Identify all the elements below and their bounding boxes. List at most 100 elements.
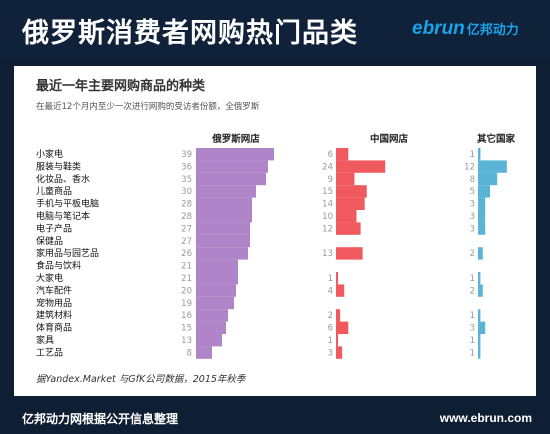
data-label-2: 1 <box>470 311 475 321</box>
category-label: 儿童商品 <box>36 185 72 197</box>
chart: 最近一年主要网购商品的种类 在最近12个月内至少一次进行网购的受访者份额，全俄罗… <box>36 78 516 385</box>
data-label-2: 3 <box>470 200 475 210</box>
bar-1 <box>336 185 367 198</box>
bar-0 <box>196 222 250 235</box>
data-label-0: 28 <box>181 200 192 210</box>
data-label-1: 6 <box>328 150 333 160</box>
logo-text-en: ebrun <box>412 18 465 39</box>
data-label-1: 9 <box>328 175 333 185</box>
data-label-0: 19 <box>181 299 192 309</box>
data-label-0: 39 <box>181 150 192 160</box>
data-label-0: 35 <box>181 175 192 185</box>
category-label: 建筑材料 <box>36 309 72 321</box>
page-title: 俄罗斯消费者网购热门品类 <box>22 18 358 49</box>
data-label-0: 26 <box>181 249 192 259</box>
bar-2 <box>478 309 481 322</box>
data-label-2: 3 <box>470 324 475 334</box>
bar-0 <box>196 160 268 173</box>
chart-title: 最近一年主要网购商品的种类 <box>36 78 206 94</box>
data-label-1: 3 <box>328 348 333 358</box>
source-note: 据Yandex.Market 与GfK公司数据，2015年秋季 <box>36 373 247 385</box>
data-label-0: 21 <box>181 274 192 284</box>
data-label-2: 3 <box>470 224 475 234</box>
bar-1 <box>336 247 363 260</box>
category-label: 大家电 <box>36 272 63 284</box>
data-label-1: 24 <box>322 162 333 172</box>
logo-text-cn: 亿邦动力 <box>466 23 519 38</box>
data-label-0: 30 <box>181 187 192 197</box>
bar-2 <box>478 222 486 235</box>
bar-1 <box>336 272 339 285</box>
category-label: 体育商品 <box>36 322 72 334</box>
bar-1 <box>336 197 365 210</box>
data-label-0: 21 <box>181 262 192 272</box>
data-label-2: 2 <box>470 286 475 296</box>
bar-0 <box>196 185 256 198</box>
footer-url: www.ebrun.com <box>439 411 532 425</box>
bar-2 <box>478 247 483 260</box>
chart-subtitle: 在最近12个月内至少一次进行网购的受访者份额，全俄罗斯 <box>36 101 260 112</box>
chart-card: 最近一年主要网购商品的种类 在最近12个月内至少一次进行网购的受访者份额，全俄罗… <box>14 66 536 396</box>
bar-1 <box>336 309 341 322</box>
bar-2 <box>478 272 481 285</box>
bar-2 <box>478 346 481 359</box>
bar-1 <box>336 222 361 235</box>
series-header-2: 其它国家 <box>477 133 516 145</box>
bar-0 <box>196 272 238 285</box>
data-label-0: 8 <box>187 348 192 358</box>
bar-2 <box>478 284 483 297</box>
category-label: 汽车配件 <box>36 284 72 296</box>
category-label: 宠物用品 <box>36 297 72 309</box>
category-label: 电子产品 <box>36 222 72 234</box>
data-label-1: 2 <box>328 311 333 321</box>
bar-2 <box>478 172 498 186</box>
series-header-1: 中国网店 <box>370 133 409 145</box>
data-label-0: 28 <box>181 212 192 222</box>
bar-0 <box>196 321 226 334</box>
data-label-1: 14 <box>322 200 333 210</box>
bar-0 <box>196 259 238 272</box>
data-label-2: 8 <box>470 175 475 185</box>
data-label-2: 1 <box>470 150 475 160</box>
bar-0 <box>196 148 274 161</box>
footer-source: 亿邦动力网根据公开信息整理 <box>22 412 179 426</box>
data-label-1: 15 <box>322 187 333 197</box>
data-label-1: 1 <box>328 274 333 284</box>
data-label-2: 3 <box>470 212 475 222</box>
data-label-2: 12 <box>464 162 475 172</box>
data-label-1: 4 <box>328 286 333 296</box>
bar-0 <box>196 346 212 359</box>
data-label-1: 6 <box>328 324 333 334</box>
bar-2 <box>478 185 490 198</box>
bar-1 <box>336 148 349 161</box>
category-label: 家用品与园艺品 <box>36 247 99 259</box>
category-label: 工艺品 <box>36 347 63 358</box>
data-label-2: 1 <box>470 336 475 346</box>
data-label-0: 27 <box>181 224 192 234</box>
data-label-0: 36 <box>181 162 192 172</box>
bar-0 <box>196 309 228 322</box>
ebrun-logo: ebrun 亿邦动力 <box>412 18 532 44</box>
data-label-1: 12 <box>322 224 333 234</box>
data-label-0: 20 <box>181 286 192 296</box>
data-label-2: 1 <box>470 274 475 284</box>
bar-2 <box>478 160 507 173</box>
category-label: 服装与鞋类 <box>36 160 81 172</box>
category-label: 食品与饮料 <box>36 260 81 272</box>
category-label: 电脑与笔记本 <box>36 210 90 222</box>
bar-2 <box>478 210 486 223</box>
bar-1 <box>336 334 339 347</box>
bar-0 <box>196 210 252 223</box>
header: 俄罗斯消费者网购热门品类 ebrun 亿邦动力 <box>0 0 550 58</box>
category-label: 保健品 <box>36 235 63 247</box>
bar-1 <box>336 172 355 186</box>
data-label-0: 16 <box>181 311 192 321</box>
data-label-0: 27 <box>181 237 192 247</box>
data-label-2: 2 <box>470 249 475 259</box>
bar-0 <box>196 172 266 186</box>
bar-2 <box>478 334 481 347</box>
data-label-1: 1 <box>328 336 333 346</box>
category-label: 手机与平板电脑 <box>36 198 99 210</box>
category-label: 小家电 <box>36 148 63 160</box>
bar-0 <box>196 247 248 260</box>
